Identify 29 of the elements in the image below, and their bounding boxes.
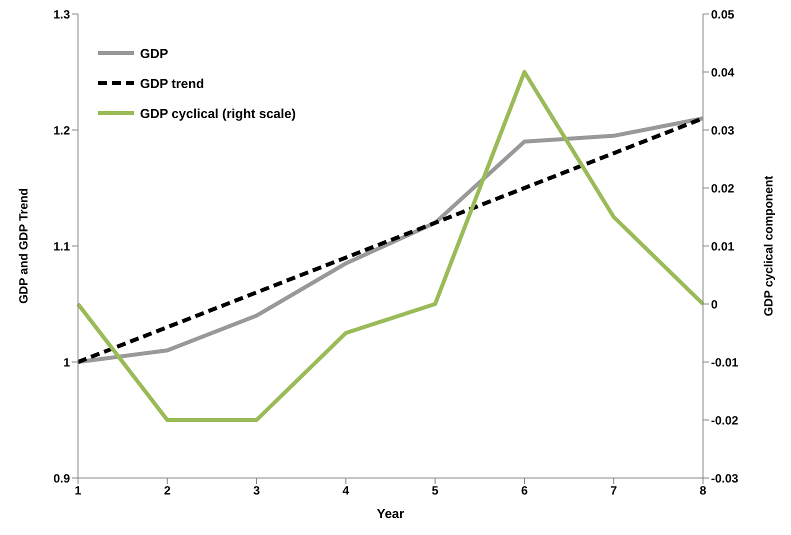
y-tick-label: 1.1: [53, 239, 70, 254]
x-tick-label: 7: [610, 484, 618, 498]
y2-tick-label: -0.01: [711, 355, 739, 370]
y2-tick-label: 0.01: [711, 239, 735, 254]
y2-tick-label: 0.03: [711, 123, 735, 138]
x-tick-label: 1: [74, 484, 82, 498]
y-tick-label: 1.2: [53, 123, 70, 138]
y-tick-label: 1: [63, 355, 70, 370]
y-tick-label: 0.9: [53, 471, 70, 486]
x-tick-label: 6: [521, 484, 528, 498]
y2-axis-title: GDP cyclical component: [761, 176, 776, 316]
y2-tick-label: 0.04: [711, 65, 735, 80]
y-axis-title: GDP and GDP Trend: [16, 188, 30, 304]
y2-tick-label: -0.02: [711, 413, 739, 428]
x-tick-label: 8: [700, 484, 707, 498]
x-tick-label: 4: [342, 484, 350, 498]
x-tick-label: 5: [432, 484, 439, 498]
y-tick-label: 1.3: [53, 7, 70, 22]
legend-label: GDP: [140, 46, 168, 60]
y2-tick-label: -0.03: [711, 471, 739, 486]
y2-tick-label: 0: [711, 297, 718, 312]
y2-tick-label: 0.05: [711, 7, 735, 22]
legend-label: GDP cyclical (right scale): [140, 106, 296, 120]
y2-tick-label: 0.02: [711, 181, 735, 196]
x-axis-title: Year: [376, 506, 404, 521]
legend-label: GDP trend: [140, 76, 204, 90]
line-series: [76, 70, 705, 422]
x-tick-label: 2: [164, 484, 171, 498]
x-tick-label: 3: [253, 484, 260, 498]
